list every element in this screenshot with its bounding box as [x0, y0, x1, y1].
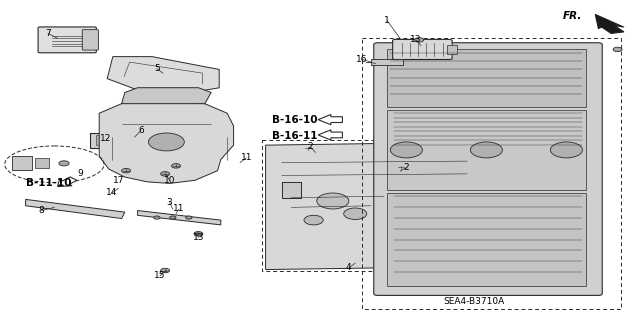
- Circle shape: [470, 142, 502, 158]
- Circle shape: [613, 47, 622, 52]
- Bar: [96, 135, 105, 145]
- Bar: [119, 135, 128, 145]
- Text: 12: 12: [100, 134, 111, 143]
- Bar: [262, 140, 493, 271]
- Text: 10: 10: [164, 176, 175, 185]
- Circle shape: [122, 168, 131, 173]
- FancyArrow shape: [58, 177, 77, 187]
- Bar: [387, 49, 586, 107]
- Bar: [12, 156, 32, 170]
- Circle shape: [390, 142, 422, 158]
- FancyBboxPatch shape: [393, 40, 452, 59]
- Bar: [387, 110, 586, 190]
- FancyArrow shape: [318, 130, 342, 140]
- Text: 3: 3: [167, 198, 172, 207]
- Circle shape: [304, 215, 323, 225]
- Circle shape: [170, 216, 176, 219]
- Text: 16: 16: [356, 55, 367, 63]
- Polygon shape: [595, 14, 624, 33]
- Circle shape: [194, 232, 203, 236]
- Text: B-11-10: B-11-10: [26, 178, 71, 189]
- Circle shape: [344, 208, 367, 219]
- Circle shape: [317, 193, 349, 209]
- Text: B-16-10: B-16-10: [272, 115, 317, 125]
- Text: 9: 9: [77, 169, 83, 178]
- Circle shape: [415, 38, 424, 42]
- Text: 2: 2: [404, 163, 409, 172]
- Text: 11: 11: [241, 153, 252, 162]
- FancyArrow shape: [318, 115, 342, 125]
- Text: 11: 11: [173, 204, 185, 213]
- Text: 2: 2: [308, 142, 313, 151]
- Bar: [387, 193, 586, 286]
- Circle shape: [172, 164, 180, 168]
- Text: 17: 17: [113, 176, 124, 185]
- Polygon shape: [99, 100, 234, 183]
- Text: 6: 6: [138, 126, 143, 135]
- Circle shape: [161, 268, 170, 273]
- Bar: [371, 59, 403, 65]
- Text: 5: 5: [154, 64, 159, 73]
- Text: 8: 8: [39, 206, 44, 215]
- Text: SEA4-B3710A: SEA4-B3710A: [443, 297, 504, 306]
- Polygon shape: [122, 88, 211, 104]
- Circle shape: [304, 146, 313, 151]
- Polygon shape: [26, 199, 125, 219]
- Circle shape: [397, 165, 406, 170]
- Text: 7: 7: [45, 29, 51, 38]
- Circle shape: [186, 216, 192, 219]
- Text: B-16-11: B-16-11: [272, 130, 317, 141]
- Circle shape: [148, 133, 184, 151]
- Text: FR.: FR.: [563, 11, 582, 21]
- FancyBboxPatch shape: [83, 30, 99, 50]
- Polygon shape: [266, 142, 486, 270]
- Polygon shape: [108, 57, 219, 93]
- Bar: [90, 133, 134, 147]
- Circle shape: [154, 216, 160, 219]
- Bar: [447, 45, 457, 54]
- Bar: [108, 135, 116, 145]
- Text: 13: 13: [410, 35, 422, 44]
- Text: 14: 14: [106, 189, 118, 197]
- Circle shape: [59, 161, 69, 166]
- FancyBboxPatch shape: [38, 27, 96, 53]
- Polygon shape: [282, 182, 301, 198]
- Text: 15: 15: [154, 271, 166, 280]
- Circle shape: [161, 172, 170, 176]
- Circle shape: [550, 142, 582, 158]
- Polygon shape: [138, 211, 221, 225]
- Text: 13: 13: [193, 233, 204, 242]
- Bar: [35, 158, 49, 168]
- Text: 4: 4: [346, 263, 351, 272]
- FancyBboxPatch shape: [374, 43, 602, 295]
- Text: 1: 1: [385, 16, 390, 25]
- Bar: [362, 38, 621, 309]
